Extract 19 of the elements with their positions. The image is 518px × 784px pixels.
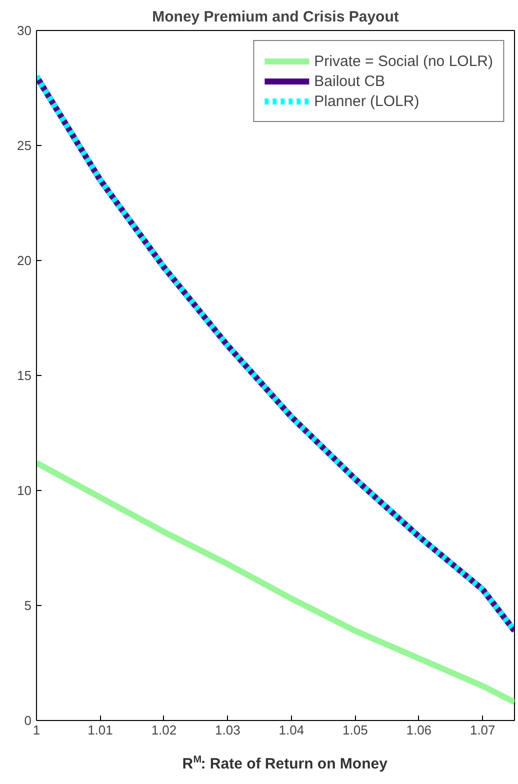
y-tick-label: 10 [17, 483, 32, 498]
x-tick-label: 1.06 [406, 722, 432, 738]
y-tick-label: 0 [24, 713, 32, 728]
y-tick-label: 20 [17, 253, 32, 268]
x-tick-label: 1 [32, 722, 40, 738]
x-tick-label: 1.01 [88, 722, 113, 738]
x-tick-label: 1.03 [215, 722, 240, 738]
legend-label: Planner (LOLR) [314, 92, 420, 110]
y-tick-label: 5 [24, 598, 32, 613]
y-tick-label: 25 [17, 138, 32, 153]
x-tick-label: 1.02 [151, 722, 177, 738]
x-tick-label: 1.05 [342, 722, 368, 738]
x-tick-label: 1.04 [278, 722, 304, 738]
chart-title: Money Premium and Crisis Payout [152, 8, 399, 26]
y-tick-label: 30 [17, 23, 32, 38]
legend-label: Bailout CB [314, 72, 386, 90]
x-tick-label: 1.07 [470, 722, 496, 738]
y-tick-label: 15 [17, 368, 32, 383]
legend-label: Private = Social (no LOLR) [314, 52, 493, 70]
